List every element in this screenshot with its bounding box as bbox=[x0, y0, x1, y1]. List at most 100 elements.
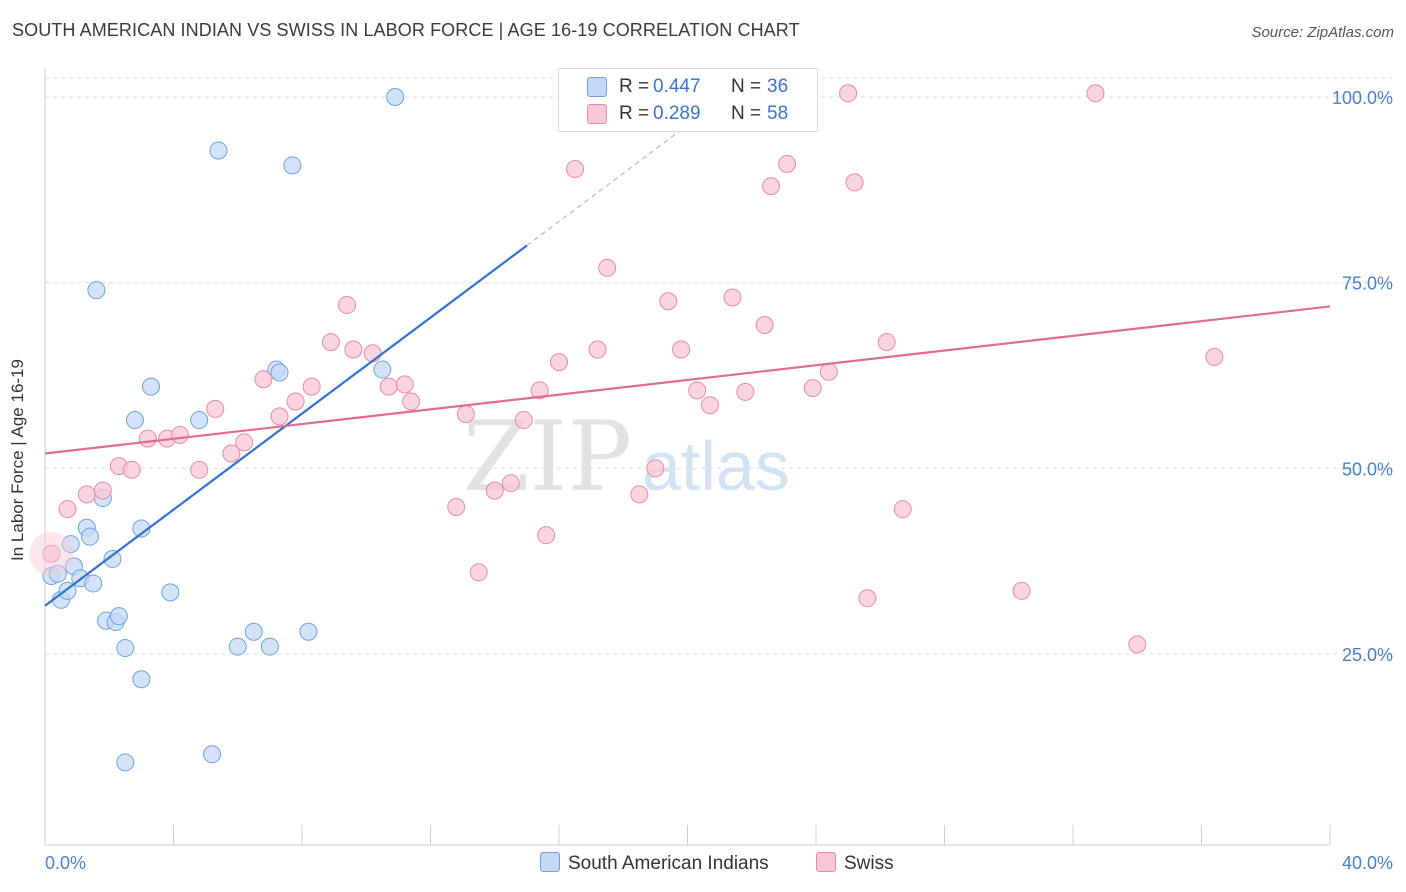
legend-swatch-pink bbox=[816, 852, 836, 872]
data-point-swiss bbox=[222, 444, 241, 463]
data-point-swiss bbox=[688, 381, 707, 400]
data-point-swiss bbox=[755, 315, 774, 334]
trend-lines bbox=[44, 124, 1331, 607]
data-point-swiss bbox=[42, 544, 61, 563]
data-point-swiss bbox=[456, 405, 475, 424]
data-point-swiss bbox=[723, 288, 742, 307]
data-point-south-american-indians bbox=[270, 363, 289, 382]
data-point-swiss bbox=[93, 481, 112, 500]
source-credit: Source: ZipAtlas.com bbox=[1251, 24, 1394, 41]
data-point-south-american-indians bbox=[116, 639, 135, 658]
grid-lines bbox=[45, 77, 1392, 655]
data-point-swiss bbox=[206, 399, 225, 418]
data-point-swiss bbox=[395, 375, 414, 394]
watermark-atlas: atlas bbox=[642, 427, 790, 505]
data-point-south-american-indians bbox=[109, 607, 128, 626]
trend-line-extension bbox=[526, 124, 688, 247]
legend-r-label: R = bbox=[619, 76, 650, 97]
data-point-swiss bbox=[588, 340, 607, 359]
axes bbox=[44, 68, 1331, 846]
data-point-swiss bbox=[302, 377, 321, 396]
watermark: ZIP atlas bbox=[463, 401, 790, 513]
data-point-swiss bbox=[447, 497, 466, 516]
data-point-swiss bbox=[58, 500, 77, 519]
data-point-swiss bbox=[469, 563, 488, 582]
legend-r-value: 0.447 bbox=[653, 76, 701, 97]
correlation-legend: R = 0.447 N = 36 R = 0.289 N = 58 bbox=[558, 68, 818, 132]
data-point-swiss bbox=[1086, 84, 1105, 103]
trend-line-swiss bbox=[44, 305, 1331, 455]
data-point-swiss-cluster bbox=[29, 531, 74, 576]
data-point-swiss bbox=[501, 474, 520, 493]
legend-swatch-pink bbox=[587, 104, 607, 124]
data-point-south-american-indians bbox=[80, 527, 99, 546]
data-point-swiss bbox=[1128, 635, 1147, 654]
data-point-swiss bbox=[803, 379, 822, 398]
data-point-swiss bbox=[700, 396, 719, 415]
data-point-swiss bbox=[537, 526, 556, 545]
data-point-swiss bbox=[363, 344, 382, 363]
data-point-swiss bbox=[858, 589, 877, 608]
data-point-swiss bbox=[402, 392, 421, 411]
data-point-swiss bbox=[170, 425, 189, 444]
data-point-swiss bbox=[630, 485, 649, 504]
legend-swatch-blue bbox=[540, 852, 560, 872]
data-point-swiss bbox=[122, 460, 141, 479]
data-point-swiss bbox=[839, 84, 858, 103]
y-tick-label: 75.0% bbox=[1342, 274, 1393, 294]
data-point-swiss bbox=[190, 460, 209, 479]
data-point-south-american-indians bbox=[373, 360, 392, 379]
data-point-swiss bbox=[659, 292, 678, 311]
data-point-south-american-indians bbox=[283, 156, 302, 175]
data-point-south-american-indians bbox=[228, 637, 247, 656]
legend-n-value: 36 bbox=[767, 76, 789, 97]
data-point-swiss bbox=[321, 333, 340, 352]
y-tick-label: 50.0% bbox=[1342, 459, 1393, 479]
tick-labels: 25.0% 50.0% 75.0% 100.0% 0.0% 40.0% bbox=[45, 88, 1393, 873]
data-point-swiss bbox=[337, 295, 356, 314]
legend-label: South American Indians bbox=[568, 853, 769, 874]
legend-r-value: 0.289 bbox=[653, 103, 701, 124]
x-tick-label: 40.0% bbox=[1342, 853, 1393, 873]
data-point-swiss bbox=[270, 407, 289, 426]
data-point-swiss bbox=[845, 173, 864, 192]
data-point-swiss bbox=[877, 333, 896, 352]
data-point-south-american-indians bbox=[244, 622, 263, 641]
data-point-south-american-indians bbox=[87, 281, 106, 300]
data-point-south-american-indians bbox=[125, 411, 144, 430]
y-tick-label: 100.0% bbox=[1332, 88, 1393, 108]
data-point-swiss bbox=[736, 382, 755, 401]
data-point-south-american-indians bbox=[203, 745, 222, 764]
data-point-south-american-indians bbox=[48, 564, 67, 583]
data-point-south-american-indians bbox=[84, 574, 103, 593]
data-point-swiss bbox=[672, 340, 691, 359]
data-point-swiss bbox=[778, 154, 797, 173]
x-tick-label: 0.0% bbox=[45, 853, 86, 873]
data-point-south-american-indians bbox=[103, 549, 122, 568]
data-point-swiss bbox=[235, 433, 254, 452]
data-point-swiss bbox=[819, 362, 838, 381]
data-point-swiss bbox=[646, 459, 665, 478]
y-axis-label: In Labor Force | Age 16-19 bbox=[8, 359, 27, 561]
data-point-south-american-indians bbox=[209, 141, 228, 160]
chart-title: SOUTH AMERICAN INDIAN VS SWISS IN LABOR … bbox=[12, 20, 800, 40]
legend-n-value: 58 bbox=[767, 103, 789, 124]
data-point-swiss bbox=[1012, 581, 1031, 600]
data-point-swiss bbox=[254, 370, 273, 389]
data-point-south-american-indians bbox=[161, 583, 180, 602]
data-point-south-american-indians bbox=[142, 377, 161, 396]
legend-n-label: N = bbox=[731, 76, 762, 97]
bottom-legend-south-american-indians: South American Indians bbox=[540, 852, 769, 875]
data-point-swiss bbox=[379, 377, 398, 396]
legend-label: Swiss bbox=[844, 853, 894, 874]
data-point-south-american-indians bbox=[116, 753, 135, 772]
legend-r-label: R = bbox=[619, 103, 650, 124]
data-point-south-american-indians bbox=[132, 670, 151, 689]
data-point-swiss bbox=[893, 500, 912, 519]
data-point-south-american-indians bbox=[260, 637, 279, 656]
data-point-swiss bbox=[1205, 347, 1224, 366]
bottom-legend-swiss: Swiss bbox=[816, 852, 894, 875]
data-point-swiss bbox=[598, 258, 617, 277]
legend-swatch-blue bbox=[587, 77, 607, 97]
